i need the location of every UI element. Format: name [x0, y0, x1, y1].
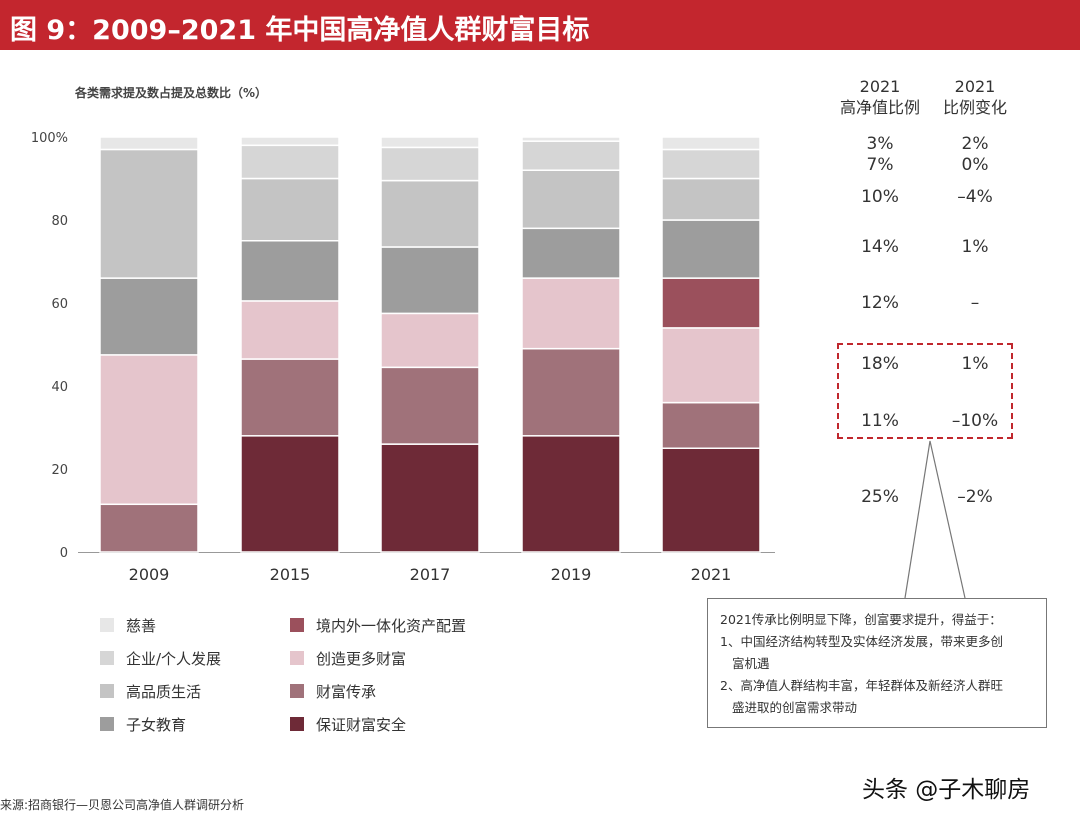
bar-segment — [99, 148, 199, 279]
legend-item: 创造更多财富 — [290, 647, 406, 669]
y-tick-label: 20 — [51, 463, 68, 478]
x-tick-label: 2021 — [691, 565, 732, 584]
change-value: –4% — [957, 187, 993, 207]
bar-segment — [240, 300, 340, 360]
page-title: 图 9：2009–2021 年中国高净值人群财富目标 — [10, 15, 590, 46]
change-header-label: 比例变化 — [942, 98, 1007, 117]
change-value: –2% — [957, 487, 993, 507]
legend-item: 高品质生活 — [100, 680, 201, 702]
y-tick-label: 60 — [51, 297, 68, 312]
y-axis-label: 各类需求提及数占提及总数比（%） — [75, 86, 268, 100]
bar-segment — [240, 177, 340, 242]
bar-segment — [240, 136, 340, 147]
legend-swatch — [290, 651, 304, 665]
x-tick-label: 2015 — [270, 565, 311, 584]
share-header-label: 高净值比例 — [839, 98, 920, 117]
legend-swatch — [290, 717, 304, 731]
change-column-header: 2021 比例变化 — [930, 76, 1020, 118]
legend-label: 子女教育 — [126, 715, 187, 734]
legend-swatch — [290, 618, 304, 632]
bar-segment — [521, 435, 621, 553]
bar-segment — [99, 503, 199, 553]
bar-segment — [521, 277, 621, 350]
legend-label: 高品质生活 — [126, 682, 202, 701]
bar-segment — [380, 312, 480, 369]
legend-swatch — [100, 684, 114, 698]
bar-segment — [661, 447, 761, 553]
highlight-box — [837, 343, 1013, 439]
source-note: 来源:招商银行—贝恩公司高净值人群调研分析 — [0, 798, 245, 812]
legend-item: 企业/个人发展 — [100, 647, 221, 669]
share-value: 25% — [861, 487, 899, 507]
legend-label: 保证财富安全 — [316, 715, 407, 734]
legend-swatch — [290, 684, 304, 698]
bar-segment — [99, 136, 199, 151]
bar-segment — [99, 277, 199, 356]
legend-item: 子女教育 — [100, 713, 186, 735]
bar-segment — [380, 246, 480, 315]
bar-segment — [99, 354, 199, 506]
change-value: – — [970, 293, 980, 313]
bar-segment — [380, 179, 480, 248]
bar-segment — [661, 148, 761, 180]
bar-segment — [380, 136, 480, 149]
bar-segment — [521, 227, 621, 279]
callout-line: 2021传承比例明显下降，创富要求提升，得益于： — [720, 612, 1002, 627]
bar-segment — [661, 177, 761, 221]
change-value: 0% — [961, 155, 989, 175]
bar-segment — [661, 277, 761, 329]
y-tick-label: 0 — [60, 546, 68, 561]
legend-item: 境内外一体化资产配置 — [290, 614, 466, 636]
legend-item: 保证财富安全 — [290, 713, 406, 735]
share-value: 18% — [861, 354, 899, 374]
change-value: 2% — [961, 134, 989, 154]
callout-line: 1、中国经济结构转型及实体经济发展，带来更多创 — [720, 634, 1003, 649]
author-brand: 头条 @子木聊房 — [862, 777, 1031, 803]
change-value: 1% — [961, 354, 989, 374]
share-value: 11% — [861, 411, 899, 431]
change-value: 1% — [961, 237, 989, 257]
bar-segment — [240, 435, 340, 553]
x-tick-label: 2017 — [410, 565, 451, 584]
callout-line: 盛进取的创富需求带动 — [732, 700, 858, 715]
legend-label: 财富传承 — [316, 682, 377, 701]
bar-segment — [380, 146, 480, 182]
legend-label: 境内外一体化资产配置 — [316, 616, 467, 635]
share-value: 12% — [861, 293, 899, 313]
legend-label: 创造更多财富 — [316, 649, 407, 668]
legend-swatch — [100, 618, 114, 632]
share-value: 7% — [866, 155, 894, 175]
legend-label: 慈善 — [126, 616, 157, 635]
bar-segment — [521, 347, 621, 437]
bar-segment — [661, 327, 761, 404]
bar-segment — [240, 358, 340, 437]
bar-segment — [661, 401, 761, 450]
x-tick-label: 2019 — [551, 565, 592, 584]
callout-line: 富机遇 — [732, 656, 770, 671]
title-bar: 图 9：2009–2021 年中国高净值人群财富目标 — [0, 0, 1080, 50]
legend-swatch — [100, 717, 114, 731]
share-header-year: 2021 — [859, 77, 901, 96]
legend-item: 慈善 — [100, 614, 156, 636]
y-tick-label: 40 — [51, 380, 68, 395]
legend-label: 企业/个人发展 — [126, 649, 222, 668]
change-header-year: 2021 — [954, 77, 996, 96]
y-tick-label: 100% — [31, 131, 68, 146]
legend-item: 财富传承 — [290, 680, 376, 702]
legend-swatch — [100, 651, 114, 665]
change-value: –10% — [951, 411, 999, 431]
share-value: 10% — [861, 187, 899, 207]
share-value: 14% — [861, 237, 899, 257]
callout-box: 2021传承比例明显下降，创富要求提升，得益于： 1、中国经济结构转型及实体经济… — [707, 598, 1047, 728]
share-value: 3% — [866, 134, 894, 154]
x-tick-label: 2009 — [129, 565, 170, 584]
share-column-header: 2021 高净值比例 — [830, 76, 930, 118]
y-tick-label: 80 — [51, 214, 68, 229]
bar-segment — [661, 136, 761, 151]
bar-segment — [521, 136, 621, 142]
callout-line: 2、高净值人群结构丰富，年轻群体及新经济人群旺 — [720, 678, 1003, 693]
